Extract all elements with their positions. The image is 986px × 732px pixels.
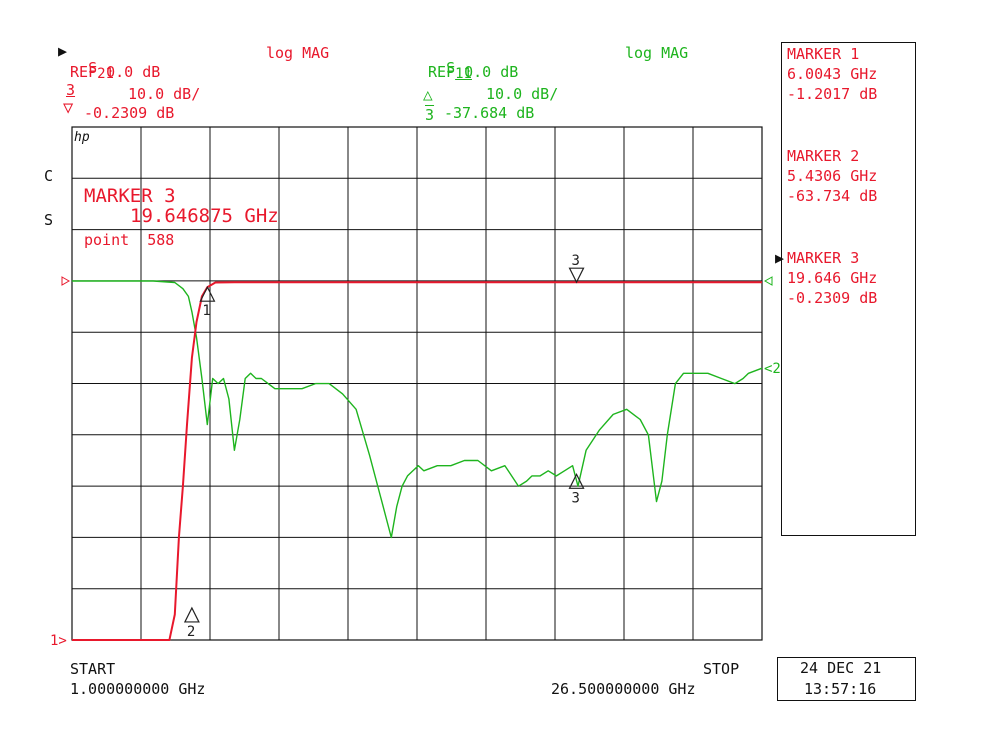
marker-number-label: 3 xyxy=(572,253,580,269)
ch1-marker-num: 3 xyxy=(66,81,76,99)
datetime-box xyxy=(777,657,916,701)
ch2-marker-value: -37.684 dB xyxy=(444,104,535,122)
marker-number-label: 1 xyxy=(202,303,210,319)
marker-s21-2-icon xyxy=(183,606,200,623)
active-marker-point: point 588 xyxy=(84,231,175,249)
start-label: START xyxy=(70,660,116,678)
ch2-marker-num: 3 xyxy=(425,106,435,124)
marker-s21-1-icon xyxy=(199,285,216,302)
marker1-freq: 6.0043 GHz xyxy=(787,65,878,83)
marker-number-label: 3 xyxy=(572,490,580,506)
ch2-format: log MAG xyxy=(625,44,689,62)
ch2-param-letter: S xyxy=(446,59,456,77)
ch1-marker-triangle-icon: ▽ xyxy=(63,98,74,118)
marker-s11-3-icon xyxy=(568,472,585,489)
marker3-freq: 19.646 GHz xyxy=(787,269,878,287)
ch1-trace-label: 1> xyxy=(50,633,67,649)
marker1-title: MARKER 1 xyxy=(787,45,860,63)
trace-s21 xyxy=(72,281,762,641)
active-marker-title: MARKER 3 xyxy=(84,185,176,207)
ch2-parameter: S11 xyxy=(428,44,472,82)
time-text: 13:57:16 xyxy=(804,680,877,698)
ch2-trace-label: <2 xyxy=(764,361,781,377)
ch1-parameter: S21 xyxy=(70,44,114,82)
ch2-param-sub: 11 xyxy=(455,66,472,82)
marker-number-label: 2 xyxy=(187,624,195,640)
stop-value: 26.500000000 GHz xyxy=(551,680,696,698)
ch1-param-letter: S xyxy=(88,59,98,77)
marker2-freq: 5.4306 GHz xyxy=(787,167,878,185)
ch1-ref: REF 0.0 dB xyxy=(70,63,161,81)
smoothing-indicator: S xyxy=(44,211,54,229)
start-value: 1.000000000 GHz xyxy=(70,680,206,698)
marker1-value: -1.2017 dB xyxy=(787,85,878,103)
trace-s11 xyxy=(72,280,763,539)
ch1-param-sub: 21 xyxy=(97,66,114,82)
ch1-format: log MAG xyxy=(266,44,330,62)
active-marker-arrow-icon: ▶ xyxy=(775,249,785,267)
ch2-ref-indicator xyxy=(763,276,773,286)
marker3-value: -0.2309 dB xyxy=(787,289,878,307)
coupled-indicator: C xyxy=(44,167,54,185)
ch1-scale: 10.0 dB/ xyxy=(128,85,201,103)
ch1-marker-value: -0.2309 dB xyxy=(84,104,175,122)
active-marker-freq: 19.646875 GHz xyxy=(130,205,279,227)
marker2-title: MARKER 2 xyxy=(787,147,860,165)
active-channel-arrow: ▶ xyxy=(58,42,68,60)
hp-logo: hp xyxy=(74,130,90,145)
marker-s21-3-icon xyxy=(568,267,585,284)
marker3-title: MARKER 3 xyxy=(787,249,860,267)
ch1-ref-indicator xyxy=(61,276,71,286)
ch2-scale: 10.0 dB/ xyxy=(486,85,559,103)
date-text: 24 DEC 21 xyxy=(800,659,882,677)
marker2-value: -63.734 dB xyxy=(787,187,878,205)
stop-label: STOP xyxy=(703,660,740,678)
marker-list-panel xyxy=(781,42,916,536)
ch2-ref: REF 0.0 dB xyxy=(428,63,519,81)
ch2-marker-triangle-icon: △ xyxy=(423,85,433,104)
